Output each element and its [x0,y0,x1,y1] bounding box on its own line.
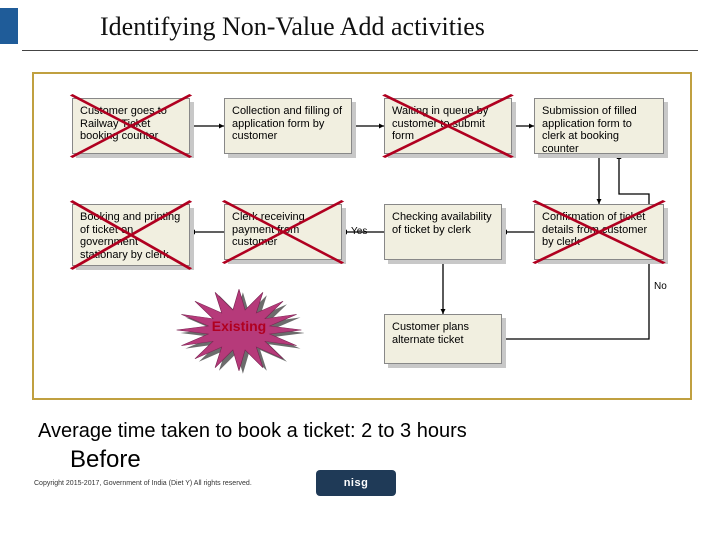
accent-bar [0,8,18,44]
flow-node: Confirmation of ticket details from cust… [534,204,664,260]
before-label: Before [70,446,141,474]
copyright-text: Copyright 2015-2017, Government of India… [34,480,252,487]
footer-logo: nisg [316,470,396,496]
flow-node: Checking availability of ticket by clerk [384,204,502,260]
flow-node: Customer plans alternate ticket [384,314,502,364]
flow-node: Submission of filled application form to… [534,98,664,154]
flow-node-label: Customer plans alternate ticket [384,314,502,364]
flow-node-label: Collection and filling of application fo… [224,98,352,154]
flow-node: Clerk receiving payment from customer [224,204,342,260]
title-underline [22,50,698,51]
flow-node: Waiting in queue by customer to submit f… [384,98,512,154]
average-time-text: Average time taken to book a ticket: 2 t… [38,420,467,443]
footer-logo-text: nisg [344,477,369,489]
flow-node-label: Submission of filled application form to… [534,98,664,154]
slide-title: Identifying Non-Value Add activities [100,12,485,42]
flow-node-label: Customer goes to Railway Ticket booking … [72,98,190,154]
burst-label: Existing [174,318,304,334]
edge-label-no: No [654,281,667,292]
flow-node-label: Confirmation of ticket details from cust… [534,204,664,260]
flow-node: Booking and printing of ticket on govern… [72,204,190,266]
flow-node: Collection and filling of application fo… [224,98,352,154]
flow-node: Customer goes to Railway Ticket booking … [72,98,190,154]
edge-label-yes: Yes [351,226,367,237]
flow-node-label: Clerk receiving payment from customer [224,204,342,260]
flow-node-label: Waiting in queue by customer to submit f… [384,98,512,154]
existing-burst: Existing [174,280,304,380]
flow-node-label: Booking and printing of ticket on govern… [72,204,190,266]
flow-node-label: Checking availability of ticket by clerk [384,204,502,260]
diagram-frame: Customer goes to Railway Ticket booking … [32,72,692,400]
